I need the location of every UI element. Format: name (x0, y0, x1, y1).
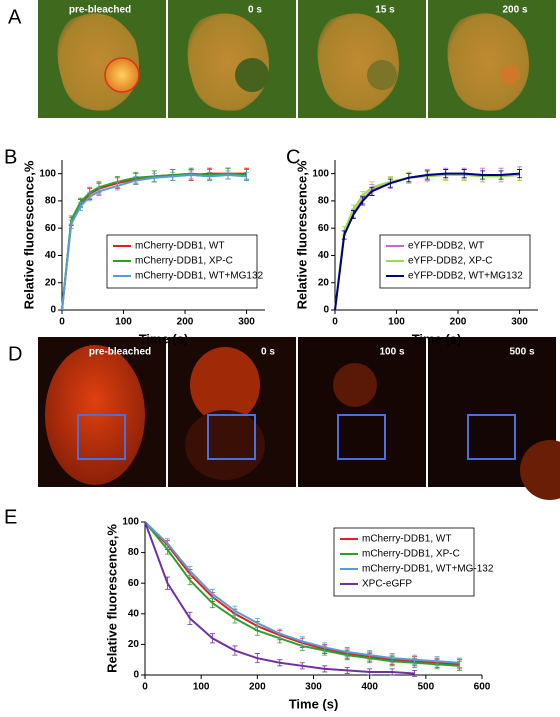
image (168, 0, 296, 118)
y-tick-label: 0 (133, 670, 139, 681)
legend-label: eYFP-DDB2, XP-C (408, 256, 492, 267)
x-axis-title: Time (s) (139, 331, 189, 346)
x-tick-label: 0 (142, 682, 148, 693)
x-axis-title: Time (s) (289, 696, 339, 711)
legend-label: mCherry-DDB1, WT+MG132 (135, 271, 264, 282)
legend-label: mCherry-DDB1, WT (362, 534, 451, 545)
y-tick-label: 80 (128, 547, 140, 558)
image-label: 100 s (379, 347, 404, 358)
y-tick-label: 0 (50, 305, 56, 316)
y-tick-label: 40 (45, 250, 57, 261)
x-tick-label: 0 (332, 317, 338, 328)
x-tick-label: 600 (474, 682, 491, 693)
y-tick-label: 100 (122, 517, 139, 528)
series-line (144, 521, 415, 675)
x-tick-label: 100 (193, 682, 210, 693)
x-tick-label: 100 (388, 317, 405, 328)
y-axis-title: Relative fluorescence,% (104, 524, 119, 673)
panel-label: B (4, 146, 17, 168)
x-tick-label: 0 (59, 317, 65, 328)
y-tick-label: 20 (318, 277, 330, 288)
legend-box (379, 234, 531, 289)
legend-box (106, 234, 258, 289)
y-tick-label: 20 (128, 639, 140, 650)
y-axis-title: Relative fluorescence,% (21, 160, 36, 309)
image (38, 337, 166, 487)
x-tick-label: 300 (238, 317, 255, 328)
y-tick-label: 80 (45, 196, 57, 207)
legend-label: mCherry-DDB1, XP-C (362, 549, 460, 560)
x-tick-label: 200 (450, 317, 467, 328)
y-tick-label: 100 (39, 168, 56, 179)
x-tick-label: 200 (177, 317, 194, 328)
x-tick-label: 400 (361, 682, 378, 693)
image-label: 0 s (261, 347, 275, 358)
legend-label: mCherry-DDB1, WT+MG-132 (362, 564, 494, 575)
x-tick-label: 500 (417, 682, 434, 693)
micrographs (38, 0, 560, 500)
y-tick-label: 100 (312, 168, 329, 179)
y-tick-label: 60 (45, 223, 57, 234)
series-line (144, 521, 460, 664)
legend-label: eYFP-DDB2, WT+MG132 (408, 271, 523, 282)
y-tick-label: 0 (323, 305, 329, 316)
series-line (61, 173, 247, 311)
image-label: 200 s (502, 5, 527, 16)
legend-label: XPC-eGFP (362, 579, 412, 590)
y-axis-title: Relative fluorescence,% (294, 160, 309, 309)
panel-label: D (8, 343, 22, 365)
y-tick-label: 60 (318, 223, 330, 234)
x-axis-title: Time (s) (412, 331, 462, 346)
x-tick-label: 300 (511, 317, 528, 328)
legend-label: mCherry-DDB1, XP-C (135, 256, 233, 267)
series-line (334, 172, 520, 311)
panel-label: E (4, 506, 17, 528)
image (428, 337, 560, 500)
panel-label: C (286, 146, 300, 168)
image-label: 500 s (509, 347, 534, 358)
legend-label: mCherry-DDB1, WT (135, 241, 224, 252)
image-label: pre-bleached (69, 5, 131, 16)
y-tick-label: 40 (318, 250, 330, 261)
panel-label: A (8, 6, 22, 28)
image (298, 0, 426, 118)
image (428, 0, 556, 118)
image (168, 337, 296, 487)
y-tick-label: 20 (45, 277, 57, 288)
legend-label: eYFP-DDB2, WT (408, 241, 484, 252)
image-label: pre-bleached (89, 347, 151, 358)
legend: mCherry-DDB1, WT mCherry-DDB1, XP-C mCherr… (333, 527, 494, 597)
legend: eYFP-DDB2, WT eYFP-DDB2, XP-C eYFP-DDB2, W… (379, 234, 531, 289)
x-tick-label: 100 (115, 317, 132, 328)
y-tick-label: 40 (128, 608, 140, 619)
y-tick-label: 80 (318, 196, 330, 207)
x-tick-label: 300 (305, 682, 322, 693)
y-tick-label: 60 (128, 578, 140, 589)
image (38, 0, 166, 118)
x-tick-label: 200 (249, 682, 266, 693)
image-label: 0 s (248, 5, 262, 16)
legend: mCherry-DDB1, WT mCherry-DDB1, XP-C mCherr… (106, 234, 264, 289)
image (298, 337, 426, 487)
image-label: 15 s (375, 5, 395, 16)
